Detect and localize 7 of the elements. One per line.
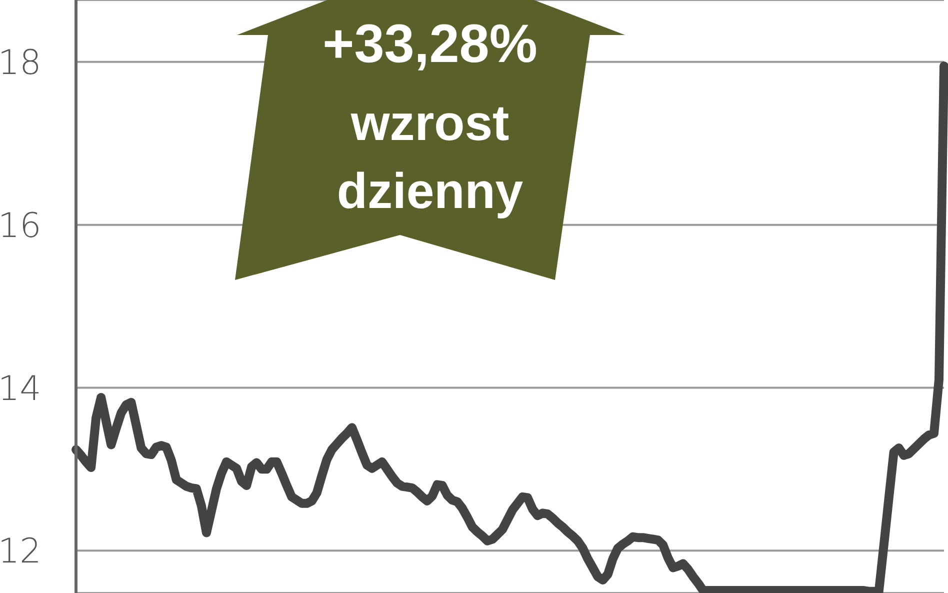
y-tick-label: 14 [0, 368, 42, 409]
annotation: dzienny [336, 163, 524, 219]
y-tick-label: 12 [0, 532, 42, 572]
annotation: +33,28% [322, 14, 538, 74]
y-tick-label: 18 [0, 42, 42, 83]
y-tick-label: 16 [0, 206, 42, 246]
annotation: wzrost [350, 95, 510, 151]
